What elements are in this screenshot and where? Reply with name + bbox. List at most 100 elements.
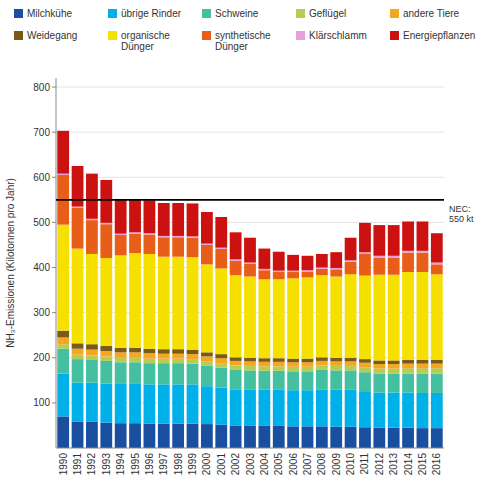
x-tick-label: 2012 (374, 453, 385, 476)
bar-segment (330, 361, 342, 366)
bar-segment (230, 259, 242, 260)
series (57, 175, 442, 279)
bar-segment (201, 356, 213, 361)
bar-segment (72, 383, 84, 422)
bar-segment (388, 369, 400, 374)
x-tick-label: 2002 (230, 453, 241, 476)
bar-segment (230, 425, 242, 448)
bar-segment (57, 174, 69, 175)
x-tick-label: 2015 (417, 453, 428, 476)
legend-label: übrige Rinder (121, 8, 182, 19)
bar-segment (359, 223, 371, 252)
bar-segment (316, 254, 328, 268)
bar-segment (201, 264, 213, 352)
bar-segment (244, 370, 256, 389)
bar-segment (287, 271, 299, 272)
bar-segment (129, 232, 141, 233)
bar-segment (345, 274, 357, 357)
bar-segment (86, 383, 98, 422)
series (57, 225, 442, 361)
x-tick-label: 2007 (302, 453, 313, 476)
bar-segment (201, 424, 213, 448)
bar-segment (144, 359, 156, 364)
bar-segment (373, 258, 385, 275)
bar-segment (330, 269, 342, 276)
bar-segment (287, 362, 299, 367)
y-axis-line (56, 78, 57, 448)
bar-segment (230, 365, 242, 370)
bar-segment (187, 384, 199, 423)
bar-segment (187, 257, 199, 350)
bar-segment (417, 428, 429, 448)
bar-segment (215, 249, 227, 268)
bar-segment (215, 354, 227, 358)
bar-segment (273, 371, 285, 390)
bar-segment (330, 277, 342, 358)
legend-item: organischeDünger (108, 30, 170, 52)
bar-segment (345, 427, 357, 448)
bar-segment (230, 361, 242, 366)
x-tick-label: 2001 (216, 453, 227, 476)
bar-segment (129, 358, 141, 363)
chart: Milchküheübrige RinderSchweineGeflügelan… (0, 0, 494, 491)
bar-segment (330, 390, 342, 427)
bar-segment (172, 257, 184, 350)
x-tick-label: 1996 (144, 453, 155, 476)
bar-segment (417, 364, 429, 369)
bar-segment (431, 263, 443, 265)
bar-segment (158, 203, 170, 236)
x-tick-label: 1992 (86, 453, 97, 476)
x-tick-label: 2016 (431, 453, 442, 476)
legend-label: andere Tiere (403, 8, 460, 19)
bar-segment (201, 352, 213, 356)
text-line: NEC: (449, 204, 471, 214)
bar-segment (345, 366, 357, 371)
legend-item: Milchkühe (14, 8, 72, 19)
bar-segment (373, 360, 385, 364)
bar-segment (330, 427, 342, 448)
bar-segment (258, 362, 270, 367)
bar-segment (144, 384, 156, 423)
y-tick-label: 500 (33, 217, 50, 228)
bar-segment (273, 362, 285, 367)
bar-segment (72, 359, 84, 382)
y-tick-label: 300 (33, 307, 50, 318)
grid-line (56, 177, 444, 178)
bar-segment (373, 369, 385, 374)
bar-segment (431, 364, 443, 369)
bar-segment (345, 361, 357, 366)
bar-segment (187, 354, 199, 359)
bar-segment (273, 279, 285, 358)
bar-segment (215, 358, 227, 363)
bar-segment (115, 348, 127, 353)
y-tick (52, 87, 56, 88)
y-tick-label: 700 (33, 127, 50, 138)
bar-segment (100, 423, 112, 448)
bar-segment (417, 374, 429, 393)
bar-segment (345, 370, 357, 389)
bar-segment (273, 271, 285, 272)
y-axis-label: NH₃-Emissionen (Kilotonnen pro Jahr) (5, 178, 16, 348)
bar-segment (244, 389, 256, 425)
series (57, 131, 442, 271)
bar-segment (431, 428, 443, 448)
bar-segment (230, 370, 242, 389)
bar-segment (115, 362, 127, 384)
bar-segment (330, 370, 342, 389)
bar-segment (158, 384, 170, 423)
bar-segment (115, 352, 127, 357)
y-tick (52, 222, 56, 223)
x-tick-label: 2000 (201, 453, 212, 476)
bar-segment (431, 233, 443, 262)
legend-label: Klärschlamm (309, 30, 367, 41)
bar-segment (230, 389, 242, 425)
x-tick-label: 2008 (316, 453, 327, 476)
bar-segment (115, 423, 127, 448)
bar-segment (201, 245, 213, 264)
bar-segment (302, 277, 314, 358)
bar-segment (302, 390, 314, 426)
bar-segment (86, 254, 98, 344)
bar-segment (302, 371, 314, 390)
y-tick-label: 600 (33, 172, 50, 183)
bar-segment (287, 426, 299, 448)
